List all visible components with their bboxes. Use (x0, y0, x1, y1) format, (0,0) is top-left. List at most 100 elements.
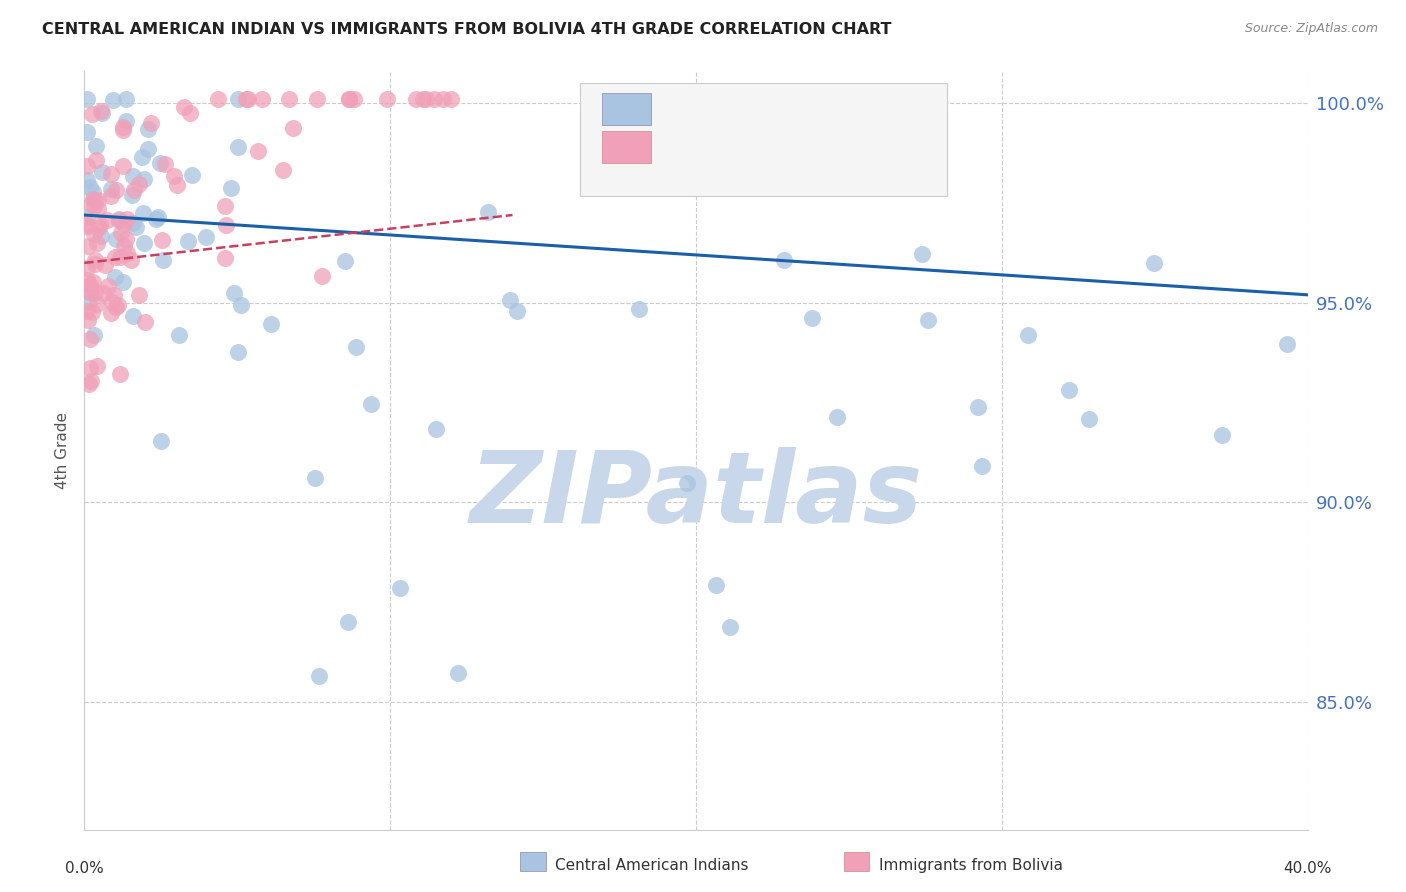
Point (77, 313, 100, 327)
Point (120, 252, 142, 267)
Point (86, 236, 108, 251)
Point (82, 185, 104, 199)
Point (149, 434, 172, 449)
Point (281, 120, 304, 135)
Point (219, 181, 242, 195)
Point (115, 246, 138, 260)
Text: 0.0%: 0.0% (65, 862, 104, 877)
Point (121, 187, 143, 202)
Point (425, 421, 447, 435)
Point (83, 328, 105, 343)
Point (718, 620, 741, 634)
Point (333, 253, 356, 268)
Point (112, 123, 135, 137)
Point (339, 92, 361, 106)
Point (271, 162, 294, 177)
Point (477, 205, 499, 219)
Point (235, 92, 257, 106)
Point (628, 302, 651, 317)
Point (103, 94, 125, 108)
Point (79, 360, 101, 375)
Point (79, 374, 101, 388)
Point (91, 286, 114, 301)
Point (86, 359, 108, 373)
Point (1211, 428, 1233, 442)
Point (412, 92, 434, 106)
Point (432, 92, 454, 106)
Point (90, 103, 112, 118)
Point (163, 169, 186, 183)
Point (136, 142, 159, 156)
Text: Central American Indians: Central American Indians (555, 858, 749, 872)
Point (122, 217, 145, 231)
Point (152, 253, 174, 268)
Point (100, 189, 122, 203)
Point (104, 251, 127, 265)
Point (1143, 256, 1166, 270)
Point (179, 105, 201, 120)
Point (76, 284, 98, 298)
Point (84, 252, 107, 267)
Point (177, 234, 200, 248)
Point (149, 156, 172, 170)
Point (89, 218, 111, 232)
Point (115, 92, 138, 106)
Text: R =  0.119    N = 94: R = 0.119 N = 94 (669, 138, 887, 156)
Point (207, 92, 229, 106)
Point (77, 294, 100, 309)
FancyBboxPatch shape (602, 131, 651, 163)
Point (141, 116, 163, 130)
Y-axis label: 4th Grade: 4th Grade (55, 412, 70, 489)
Point (773, 253, 796, 268)
Point (107, 212, 129, 227)
Point (131, 150, 153, 164)
Point (90, 229, 112, 244)
Point (100, 182, 122, 196)
Point (970, 459, 993, 474)
Point (80, 107, 103, 121)
Point (825, 409, 848, 424)
Point (1017, 327, 1039, 342)
Point (76, 172, 98, 186)
Point (103, 288, 125, 302)
Point (110, 250, 132, 264)
Point (214, 252, 236, 266)
Point (104, 183, 127, 197)
Point (76, 217, 98, 231)
Point (83, 194, 105, 208)
Point (112, 217, 135, 231)
Point (112, 120, 135, 134)
Point (360, 397, 382, 411)
Point (166, 178, 188, 192)
Point (80, 286, 103, 301)
Point (76, 210, 98, 224)
Point (236, 92, 259, 106)
Point (112, 159, 135, 173)
Point (153, 156, 176, 170)
Point (96, 212, 118, 227)
Point (134, 171, 156, 186)
Point (107, 298, 129, 312)
Point (231, 298, 253, 312)
Text: Immigrants from Bolivia: Immigrants from Bolivia (879, 858, 1063, 872)
Point (304, 471, 326, 485)
Point (150, 233, 173, 247)
Point (87, 221, 110, 235)
Point (145, 211, 167, 226)
Point (115, 232, 138, 246)
Point (91, 165, 114, 179)
Text: CENTRAL AMERICAN INDIAN VS IMMIGRANTS FROM BOLIVIA 4TH GRADE CORRELATION CHART: CENTRAL AMERICAN INDIAN VS IMMIGRANTS FR… (42, 22, 891, 37)
Point (136, 122, 159, 136)
Point (447, 666, 470, 681)
Point (911, 247, 934, 261)
Point (128, 288, 150, 302)
Point (675, 475, 697, 490)
Point (305, 92, 328, 106)
Point (1057, 383, 1080, 397)
Point (128, 177, 150, 191)
Point (277, 92, 299, 106)
Point (405, 92, 427, 106)
Point (79, 377, 101, 392)
Point (76, 260, 98, 275)
Point (311, 268, 333, 283)
